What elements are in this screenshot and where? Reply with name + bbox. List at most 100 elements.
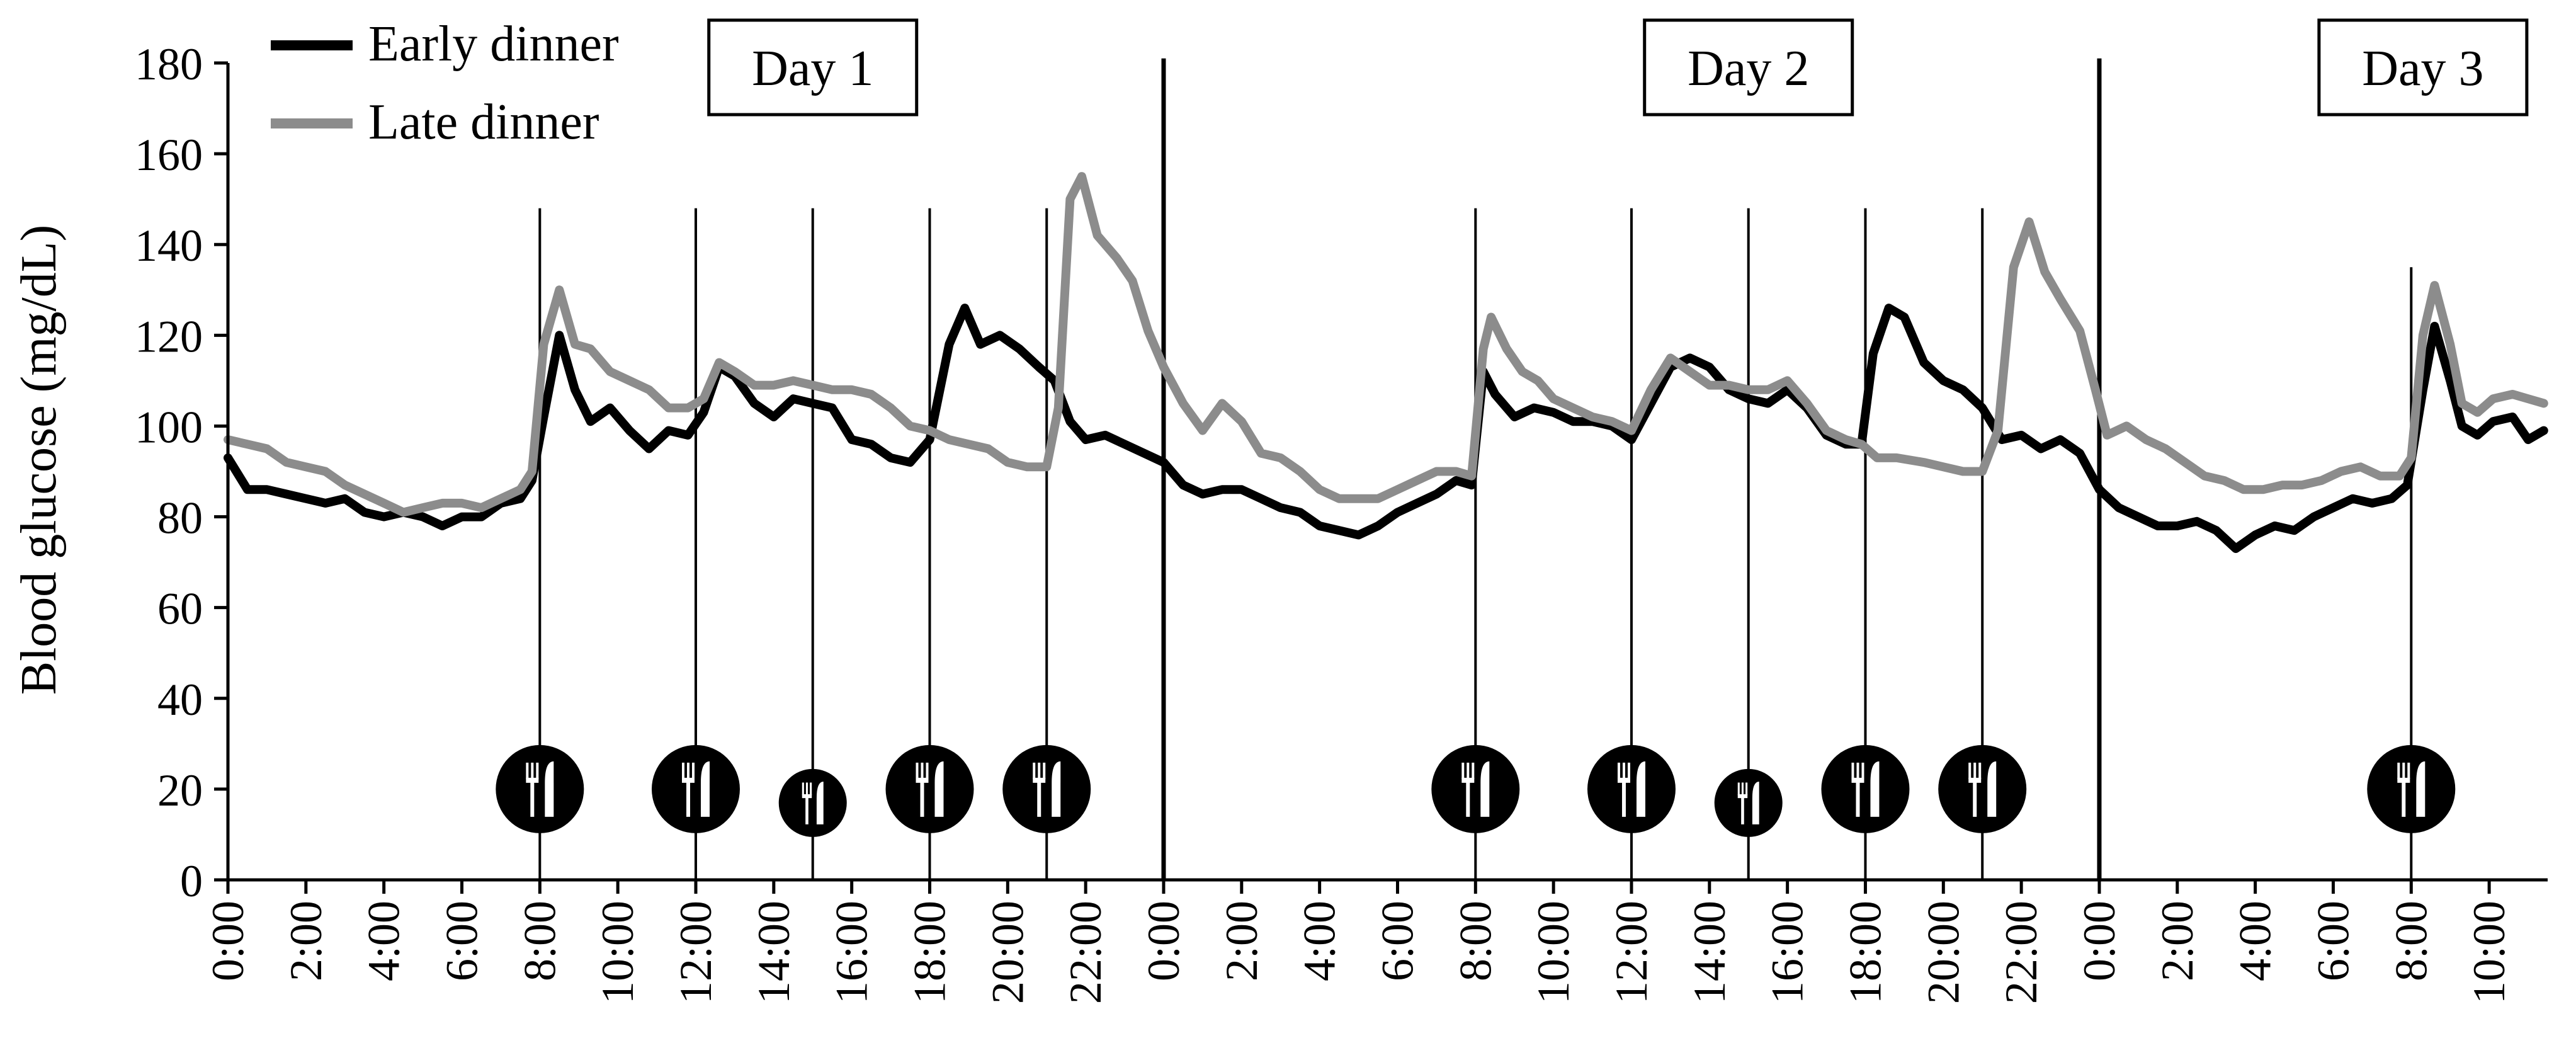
knife-shape xyxy=(1752,781,1759,824)
x-tick-label: 14:00 xyxy=(749,901,799,1004)
x-tick-label: 20:00 xyxy=(982,901,1033,1004)
x-tick-label: 20:00 xyxy=(1918,901,1968,1004)
meal-icon-circle xyxy=(1002,744,1091,833)
y-tick-label: 80 xyxy=(157,493,203,544)
meal-icons xyxy=(496,744,2456,837)
meal-icon-circle xyxy=(1714,768,1783,837)
fork-prong xyxy=(1851,762,1854,779)
x-tick-label: 22:00 xyxy=(1060,901,1111,1004)
fork-prong xyxy=(1968,762,1972,779)
fork-prong xyxy=(1627,762,1630,779)
y-ticks: 0 20 40 60 80 100 120 140 160 180 xyxy=(135,39,228,906)
legend: Early dinner Late dinner xyxy=(271,16,619,150)
knife-shape xyxy=(1636,761,1645,817)
fork-handle xyxy=(805,797,809,824)
fork-neck xyxy=(1968,777,1982,783)
knife-shape xyxy=(1480,761,1490,817)
fork-neck xyxy=(2397,777,2410,783)
fork-knife-icon xyxy=(651,744,740,833)
fork-prong xyxy=(681,762,684,779)
day-labels: Day 1 Day 2 Day 3 xyxy=(707,18,2529,117)
fork-knife-icon xyxy=(1938,744,2027,833)
fork-prong xyxy=(1741,782,1744,795)
meal-icon-circle xyxy=(2367,744,2456,833)
x-tick-label: 6:00 xyxy=(2308,901,2358,981)
knife-shape xyxy=(1870,761,1880,817)
knife-shape xyxy=(1052,761,1061,817)
fork-prong xyxy=(810,782,812,795)
fork-prong xyxy=(1472,762,1475,779)
fork-prong xyxy=(802,782,804,795)
y-tick-label: 140 xyxy=(135,220,203,271)
series-late-dinner xyxy=(224,172,2548,517)
meal-icon-circle xyxy=(1938,744,2027,833)
x-tick-label: 6:00 xyxy=(1372,901,1422,981)
fork-prong xyxy=(1861,762,1864,779)
fork-knife-icon xyxy=(496,744,584,833)
legend-label-early: Early dinner xyxy=(368,16,619,72)
knife-shape xyxy=(816,781,824,824)
fork-handle xyxy=(530,781,535,817)
y-tick-label: 180 xyxy=(135,39,203,89)
fork-handle xyxy=(1856,781,1860,817)
fork-handle xyxy=(1037,781,1041,817)
y-tick-label: 0 xyxy=(180,856,203,906)
fork-neck xyxy=(1851,777,1864,783)
x-tick-label: 10:00 xyxy=(593,901,643,1004)
meal-icon-circle xyxy=(1431,744,1520,833)
fork-handle xyxy=(1973,781,1977,817)
fork-prong xyxy=(691,762,695,779)
fork-prong xyxy=(1973,762,1977,779)
y-tick-label: 120 xyxy=(135,311,203,362)
fork-prong xyxy=(2407,762,2410,779)
fork-handle xyxy=(1466,781,1470,817)
y-tick-label: 160 xyxy=(135,130,203,180)
fork-prong xyxy=(921,762,924,779)
fork-knife-icon xyxy=(2367,744,2456,833)
x-tick-label: 12:00 xyxy=(1606,901,1657,1004)
fork-neck xyxy=(1617,777,1630,783)
fork-prong xyxy=(916,762,919,779)
x-tick-label: 14:00 xyxy=(1684,901,1735,1004)
fork-handle xyxy=(686,781,690,817)
x-tick-label: 8:00 xyxy=(514,901,565,981)
fork-neck xyxy=(802,794,812,799)
x-tick-label: 4:00 xyxy=(2230,901,2281,981)
y-axis-title: Blood glucose (mg/dL) xyxy=(11,225,67,695)
y-tick-label: 20 xyxy=(157,765,203,816)
x-tick-label: 18:00 xyxy=(904,901,955,1004)
x-tick-label: 16:00 xyxy=(827,901,877,1004)
x-tick-label: 18:00 xyxy=(1840,901,1890,1004)
x-tick-label: 10:00 xyxy=(2464,901,2514,1004)
day-label-box xyxy=(2317,18,2529,117)
fork-prong xyxy=(1856,762,1859,779)
x-tick-label: 4:00 xyxy=(1295,901,1345,981)
fork-prong xyxy=(1617,762,1620,779)
legend-label-late: Late dinner xyxy=(368,94,599,150)
knife-shape xyxy=(1987,761,1997,817)
fork-knife-icon xyxy=(778,768,847,837)
fork-prong xyxy=(1467,762,1470,779)
y-tick-label: 60 xyxy=(157,584,203,634)
x-ticks: 0:00 2:00 4:00 6:00 8:00 10:00 12:00 14:00 16:00… xyxy=(203,880,2514,1004)
fork-knife-icon xyxy=(1714,768,1783,837)
x-tick-label: 2:00 xyxy=(281,901,331,981)
fork-handle xyxy=(2402,781,2406,817)
day-separators xyxy=(1161,58,2102,880)
day-label-box xyxy=(707,18,919,117)
knife-shape xyxy=(545,761,554,817)
x-tick-label: 8:00 xyxy=(2386,901,2436,981)
fork-neck xyxy=(526,777,539,783)
x-tick-label: 0:00 xyxy=(2074,901,2125,981)
x-tick-label: 6:00 xyxy=(436,901,487,981)
fork-prong xyxy=(1033,762,1036,779)
fork-prong xyxy=(1745,782,1748,795)
fork-prong xyxy=(926,762,929,779)
x-tick-label: 10:00 xyxy=(1528,901,1579,1004)
fork-prong xyxy=(536,762,539,779)
day-label: Day 3 xyxy=(2362,41,2483,96)
day-label: Day 2 xyxy=(1688,41,1809,96)
series-early-dinner xyxy=(224,304,2548,553)
fork-prong xyxy=(1978,762,1982,779)
fork-handle xyxy=(1621,781,1626,817)
